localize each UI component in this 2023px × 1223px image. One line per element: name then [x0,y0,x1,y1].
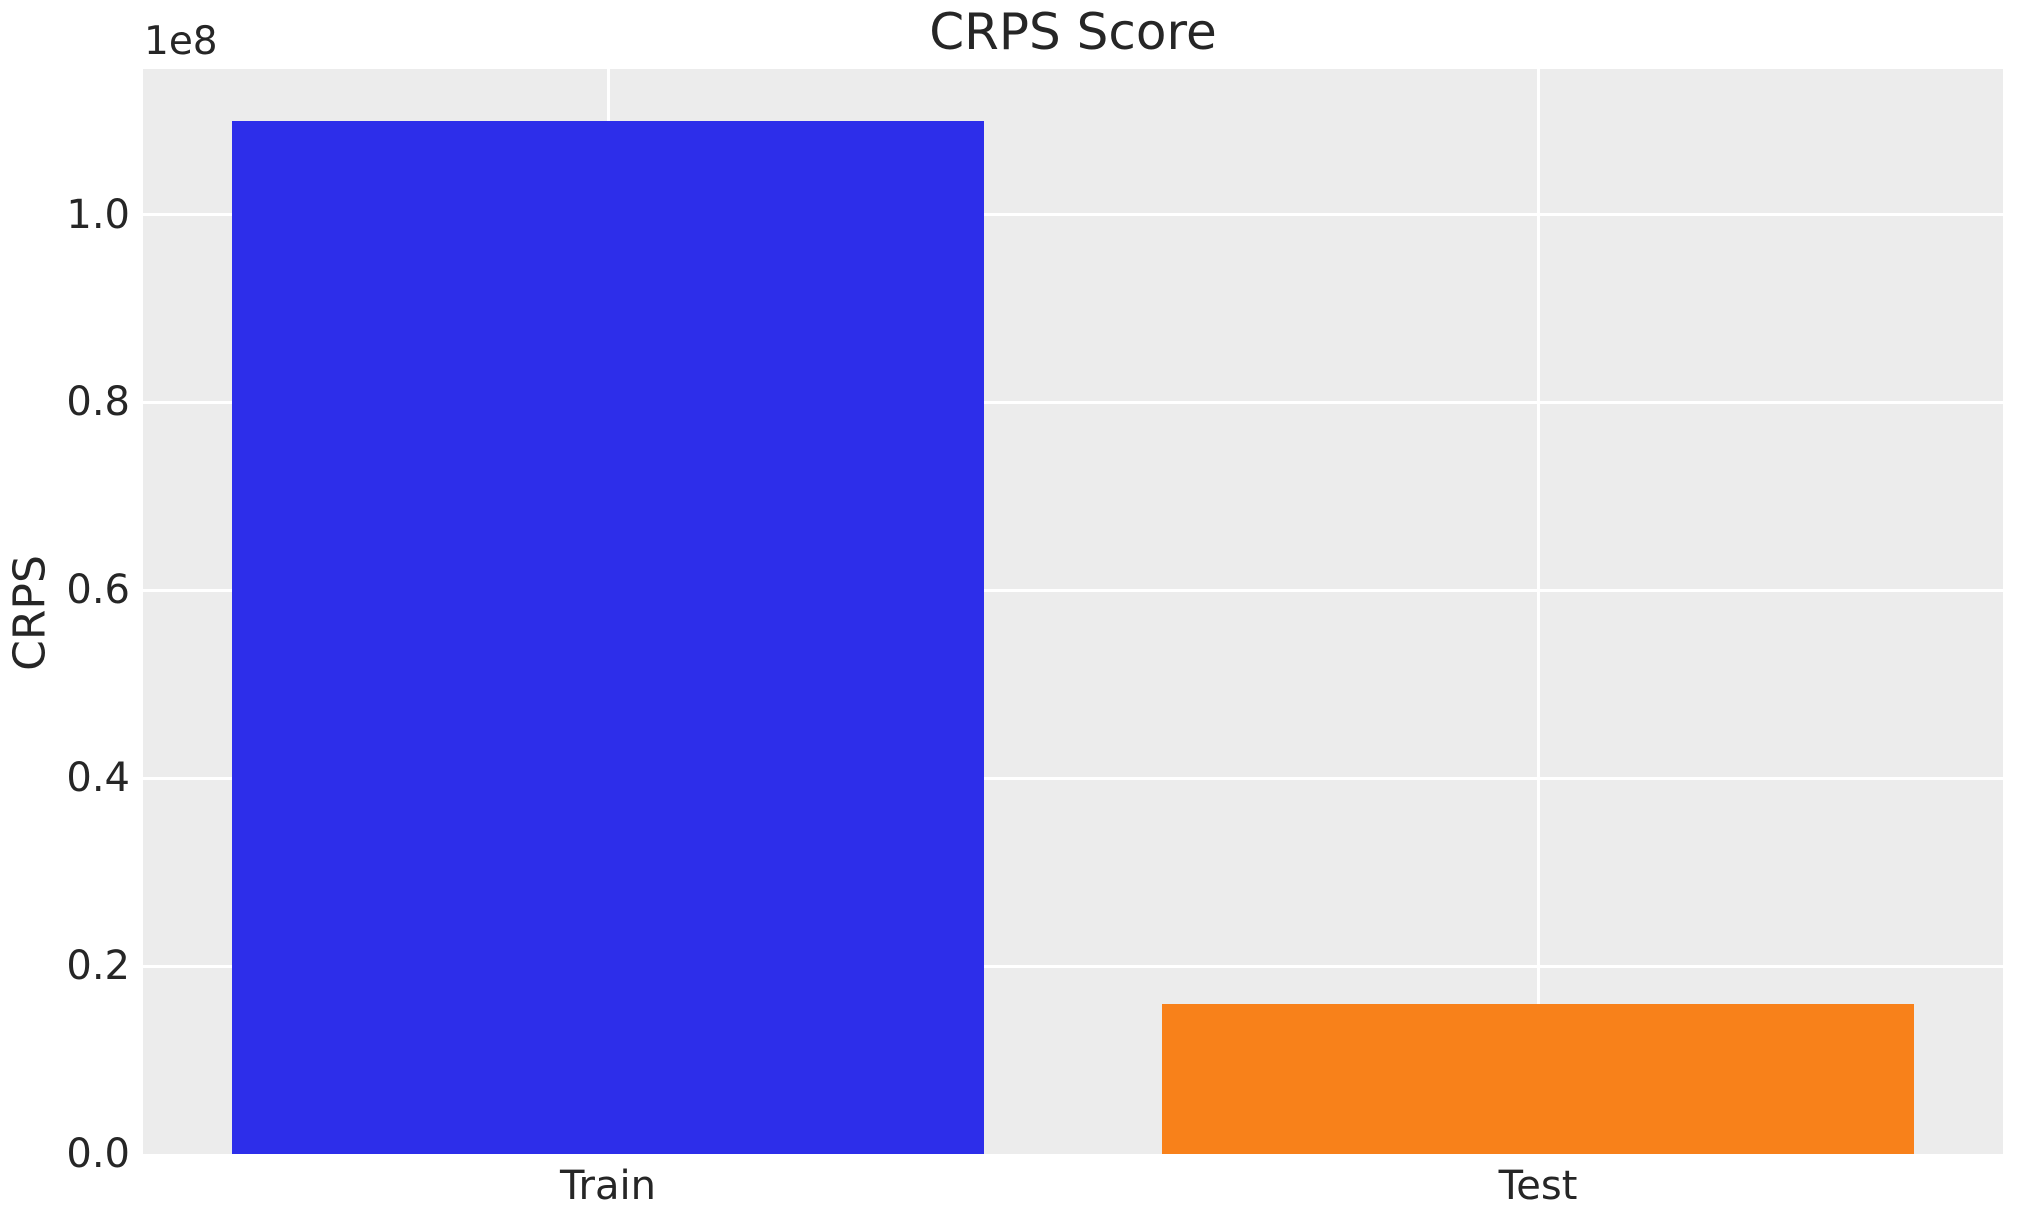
y-tick-label: 0.2 [66,943,130,990]
h-gridline [143,776,2003,780]
x-tick-label-train: Train [560,1163,656,1209]
y-tick-label: 0.0 [66,1131,130,1177]
x-tick-label-test: Test [1498,1163,1578,1209]
y-tick-label: 0.8 [66,379,130,426]
y-tick-label: 1.0 [66,191,130,238]
y-axis-offset-label: 1e8 [144,19,218,64]
h-gridline [143,400,2003,404]
h-gridline [143,213,2003,217]
bar-train [232,120,984,1154]
chart-title: CRPS Score [929,3,1217,61]
h-gridline [143,588,2003,592]
v-gridline [1536,69,1540,1154]
bar-test [1162,1003,1914,1154]
plot-area [143,69,2003,1154]
y-tick-label: 0.4 [66,755,130,802]
y-tick-label: 0.6 [66,567,130,614]
h-gridline [143,964,2003,968]
